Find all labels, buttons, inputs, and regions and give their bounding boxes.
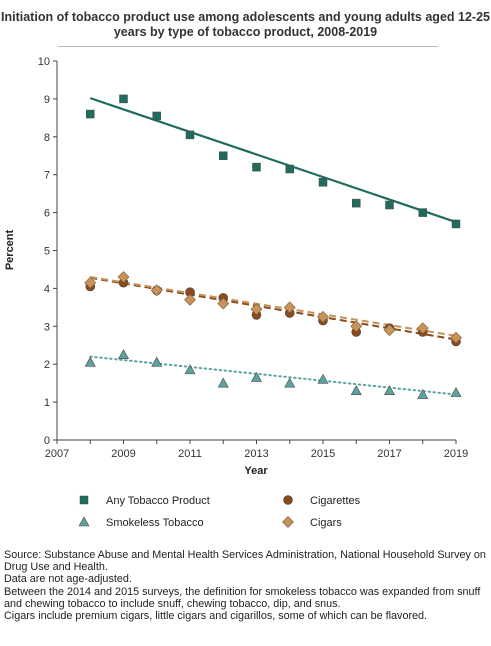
trend-lines [89,97,457,396]
y-tick-label: 6 [44,208,50,220]
y-tick-label: 4 [44,283,50,295]
data-point [86,109,95,119]
footnote-source: Source: Substance Abuse and Mental Healt… [4,549,486,574]
data-point [184,293,196,306]
data-point [84,356,96,367]
y-tick-label: 2 [44,359,50,371]
y-tick-label: 10 [38,56,50,68]
x-tick-label: 2019 [444,448,468,460]
data-point [219,151,228,160]
x-tick-label: 2007 [45,448,69,460]
data-point [418,208,427,217]
data-point [119,94,128,104]
data-point [217,377,229,388]
data-point [317,310,329,323]
data-point [450,387,462,397]
data-point [417,388,429,399]
data-point [284,377,296,388]
y-tick-label: 9 [44,94,50,106]
data-point [383,385,396,396]
x-axis-title: Year [244,465,268,477]
y-tick-label: 7 [44,170,50,182]
y-axis-title: Percent [4,229,16,270]
trend-line [89,97,457,224]
legend-marker [283,495,293,505]
data-point [283,301,296,314]
x-tick-label: 2013 [244,448,268,460]
y-tick-label: 0 [44,435,50,447]
legend-marker [282,516,294,528]
legend-label: Cigarettes [310,495,361,507]
y-tick-label: 8 [44,132,50,144]
y-tick-label: 5 [44,246,50,258]
data-point [184,364,196,375]
data-point [350,320,363,333]
data-point [352,198,361,208]
y-tick-label: 3 [44,321,50,333]
data-point [250,371,263,382]
legend-marker [78,516,90,527]
data-point [152,111,161,121]
legend-label: Any Tobacco Product [106,495,210,507]
chart-area: 0 1 2 3 4 5 6 7 8 9 10 2007 2009 2011 2013 2015 2017 2019… [4,56,468,529]
data-point [217,297,230,310]
x-tick-label: 2015 [311,448,335,460]
data-points [84,94,462,399]
data-point [150,284,163,297]
y-tick-label: 1 [44,397,50,409]
data-point [350,385,362,396]
data-point [117,271,130,283]
data-point [252,162,261,172]
legend-label: Smokeless Tobacco [106,517,204,529]
data-point [285,164,294,174]
data-point [451,219,461,229]
legend: Any Tobacco Product Cigarettes Smokeless T… [78,495,361,529]
footnote-age: Data are not age-adjusted. [4,573,132,586]
trend-line [89,355,457,396]
trend-line [90,276,457,337]
data-point [317,373,329,384]
data-point [383,324,396,337]
legend-label: Cigars [310,517,342,529]
chart-title: Initiation of tobacco product use among … [1,10,490,39]
data-point [151,356,163,367]
x-tick-label: 2011 [178,448,202,460]
data-point [185,130,195,140]
x-tick-label: 2017 [377,448,401,460]
footnotes: Source: Substance Abuse and Mental Healt… [4,549,488,622]
legend-marker [79,495,89,505]
data-point [318,178,328,187]
axes: 0 1 2 3 4 5 6 7 8 9 10 2007 2009 2011 2013 2015 2017 2019 [38,56,468,460]
footnote-cigars: Cigars include premium cigars, little ci… [4,610,428,623]
data-point [117,349,130,360]
title-divider [58,46,438,47]
footnote-smokeless: Between the 2014 and 2015 surveys, the d… [4,585,481,610]
x-tick-label: 2009 [111,448,135,460]
data-point [450,331,462,344]
data-point [416,322,429,335]
trend-line [90,276,457,341]
data-point [250,303,263,316]
data-point [385,200,394,210]
data-point [84,276,97,289]
